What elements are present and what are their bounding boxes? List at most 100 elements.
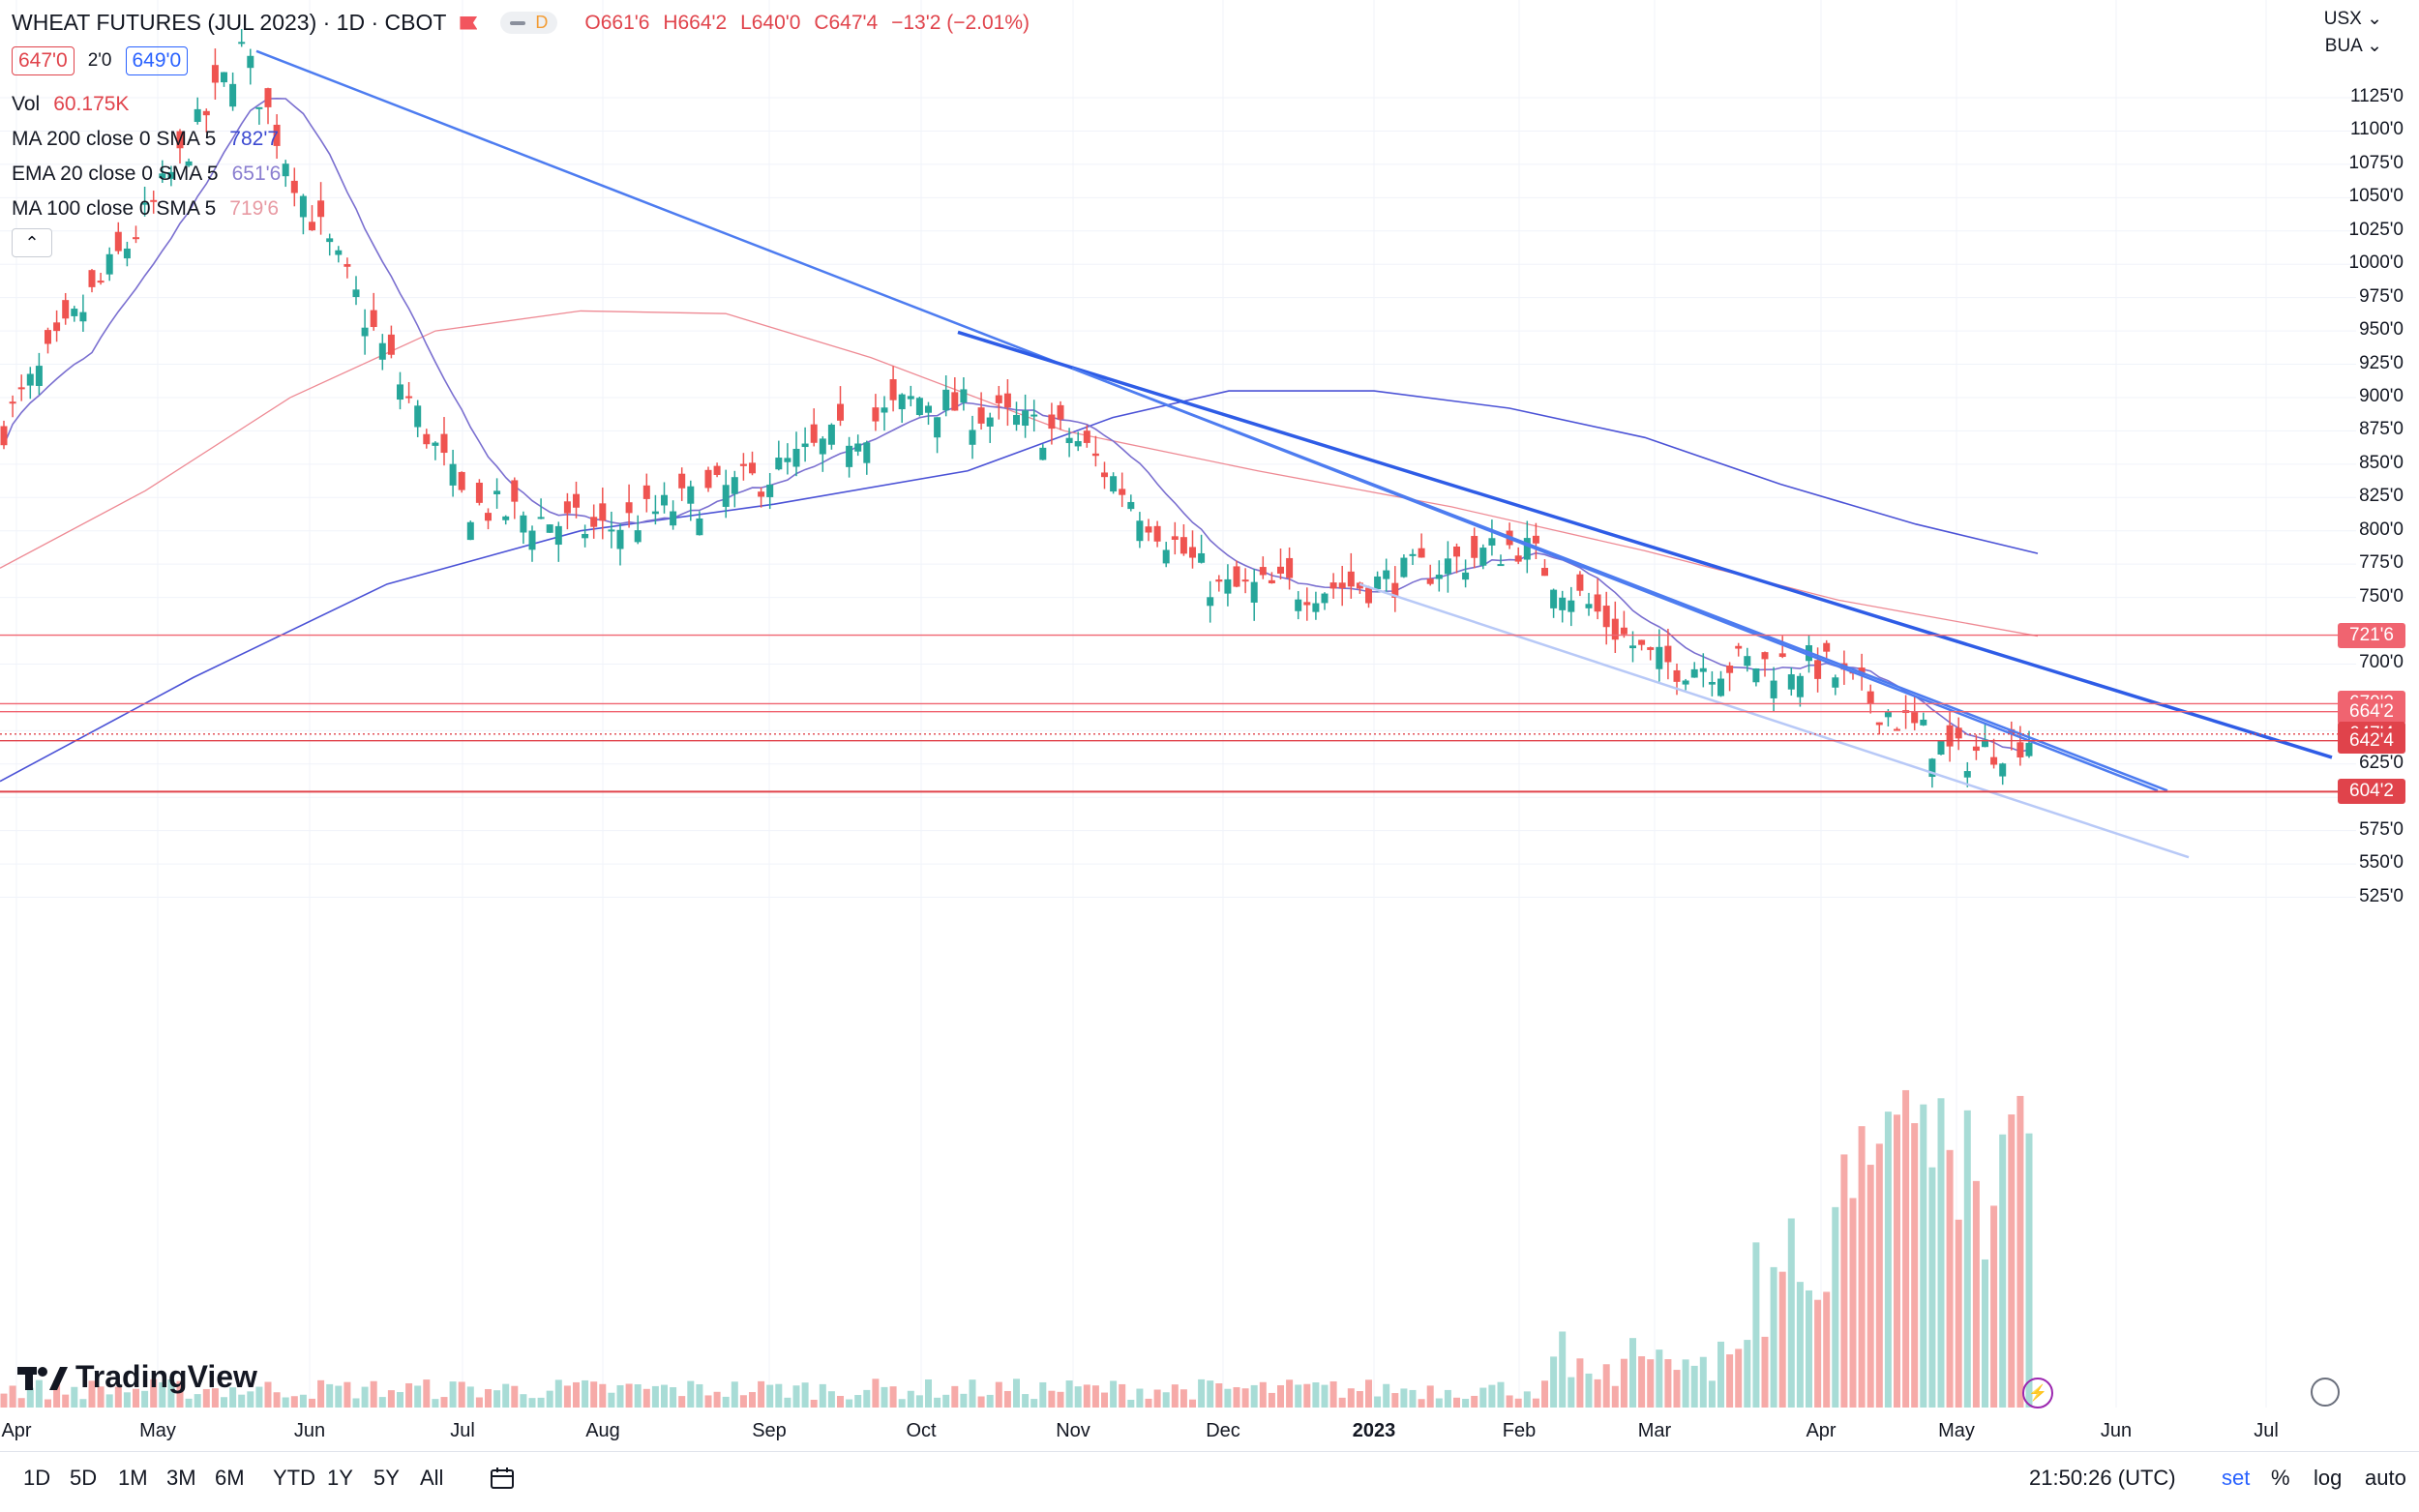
indicator-row[interactable]: Vol 60.175K <box>12 93 129 116</box>
candle-body <box>1832 677 1839 688</box>
percent-scale-button[interactable]: % <box>2271 1466 2290 1490</box>
volume-bar <box>749 1392 756 1408</box>
time-tick-label: Sep <box>752 1420 787 1441</box>
lightning-icon[interactable]: ⚡ <box>2022 1378 2053 1408</box>
candle-body <box>123 248 131 259</box>
candle-body <box>739 463 747 466</box>
candle-body <box>1065 437 1073 444</box>
candle-body <box>1647 647 1655 650</box>
range-button-5y[interactable]: 5Y <box>373 1466 400 1490</box>
price-level-label[interactable]: 642'4 <box>2338 727 2405 754</box>
price-level-label[interactable]: 604'2 <box>2338 779 2405 805</box>
candle-body <box>2008 728 2016 735</box>
candle-body <box>493 490 501 494</box>
volume-bar <box>1409 1389 1417 1408</box>
clock-icon[interactable] <box>2311 1378 2340 1407</box>
price-level-label[interactable]: 664'2 <box>2338 698 2405 725</box>
price-level-label[interactable]: 721'6 <box>2338 622 2405 648</box>
currency-label: USX <box>2323 9 2362 29</box>
price-chart[interactable] <box>0 0 2419 1451</box>
calendar-range-icon[interactable] <box>490 1466 515 1491</box>
indicator-label: MA 100 close 0 SMA 5 <box>12 197 217 220</box>
candle-body <box>1664 645 1672 663</box>
candle-body <box>299 195 307 218</box>
candle-body <box>1039 447 1047 460</box>
volume-bar <box>696 1383 703 1408</box>
indicator-value: 782'7 <box>229 128 280 150</box>
price-tick-label: 625'0 <box>2359 752 2404 773</box>
auto-scale-button[interactable]: auto <box>2365 1466 2406 1490</box>
volume-bar <box>1875 1143 1883 1408</box>
volume-bar <box>1418 1399 1425 1408</box>
candle-body <box>1559 597 1567 610</box>
volume-bar <box>1215 1383 1223 1408</box>
volume-bar <box>661 1384 668 1408</box>
candle-body <box>1162 549 1170 564</box>
trend-line-upper[interactable] <box>957 330 2333 759</box>
volume-bar <box>1329 1380 1337 1408</box>
candle-body <box>792 448 800 467</box>
unit-selector[interactable]: BUA ⌄ <box>2324 36 2382 56</box>
log-scale-button[interactable]: log <box>2314 1466 2343 1490</box>
indicator-row[interactable]: MA 100 close 0 SMA 5 719'6 <box>12 197 279 221</box>
candle-body <box>951 392 959 411</box>
volume-bar <box>1972 1180 1980 1408</box>
session-settings-button[interactable]: set <box>2222 1466 2251 1490</box>
collapse-legend-button[interactable]: ⌃ <box>12 228 52 257</box>
volume-bar <box>71 1386 78 1408</box>
range-button-all[interactable]: All <box>420 1466 444 1490</box>
volume-bar <box>608 1392 615 1408</box>
candle-body <box>1594 594 1601 612</box>
tradingview-logo[interactable]: TradingView <box>17 1359 257 1395</box>
currency-selector[interactable]: USX ⌄ <box>2323 9 2382 29</box>
candle-body <box>925 405 932 413</box>
time-tick-label: Jun <box>2100 1420 2133 1441</box>
volume-bar <box>88 1380 96 1408</box>
ohlc-values: O661'6 H664'2 L640'0 C647'4 −13'2 (−2.01… <box>584 12 1030 35</box>
range-button-1m[interactable]: 1M <box>118 1466 148 1490</box>
trend-line-lower[interactable] <box>1071 367 2168 792</box>
range-button-ytd[interactable]: YTD <box>273 1466 315 1490</box>
candle-body <box>449 463 457 486</box>
candle-body <box>1453 546 1460 557</box>
volume-bar <box>264 1381 272 1408</box>
volume-bar <box>361 1386 369 1408</box>
ask-button[interactable]: 649'0 <box>125 46 189 75</box>
volume-bar <box>1550 1356 1558 1408</box>
range-button-1d[interactable]: 1D <box>23 1466 51 1490</box>
candle-body <box>1778 653 1786 658</box>
candle-body <box>608 529 615 532</box>
volume-bar <box>713 1391 721 1408</box>
volume-bar <box>45 1399 51 1408</box>
volume-bar <box>502 1383 510 1408</box>
utc-clock[interactable]: 21:50:26 (UTC) <box>2029 1466 2176 1490</box>
volume-bar <box>1796 1282 1804 1408</box>
volume-bar <box>1003 1390 1011 1408</box>
volume-bar <box>1189 1399 1196 1408</box>
volume-bar <box>554 1379 562 1408</box>
candle-body <box>79 311 87 322</box>
horizontal-price-lines[interactable] <box>0 634 2356 793</box>
trend-lines[interactable] <box>255 49 2333 859</box>
price-tick-label: 1025'0 <box>2348 219 2404 240</box>
low-value: L640'0 <box>740 11 801 34</box>
range-button-1y[interactable]: 1Y <box>327 1466 353 1490</box>
flag-icon[interactable] <box>460 15 478 30</box>
range-button-5d[interactable]: 5D <box>70 1466 98 1490</box>
bid-button[interactable]: 647'0 <box>12 46 75 75</box>
candle-body <box>1074 440 1082 447</box>
status-pill[interactable]: D <box>500 12 558 34</box>
candle-body <box>1690 668 1698 678</box>
symbol-title[interactable]: WHEAT FUTURES (JUL 2023) · 1D · CBOT <box>12 10 447 35</box>
candle-body <box>713 465 721 475</box>
volume-bar <box>722 1396 730 1408</box>
volume-bar <box>1091 1385 1099 1408</box>
range-button-3m[interactable]: 3M <box>166 1466 196 1490</box>
channel-line[interactable] <box>1359 582 2190 859</box>
volume-bar <box>123 1392 131 1408</box>
candle-body <box>651 511 659 515</box>
price-tick-label: 550'0 <box>2359 852 2404 874</box>
indicator-row[interactable]: EMA 20 close 0 SMA 5 651'6 <box>12 163 281 186</box>
indicator-row[interactable]: MA 200 close 0 SMA 5 782'7 <box>12 128 279 151</box>
range-button-6m[interactable]: 6M <box>215 1466 245 1490</box>
